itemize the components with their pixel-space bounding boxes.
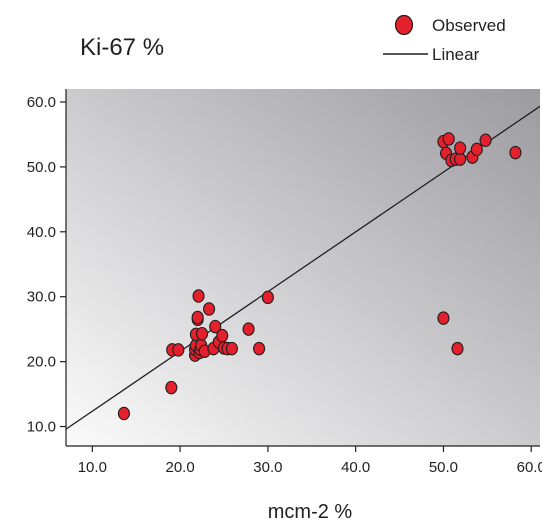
observed-point	[191, 310, 204, 325]
observed-point	[454, 141, 467, 155]
x-tick-label: 40.0	[341, 459, 370, 476]
x-tick-label: 50.0	[429, 459, 458, 476]
y-tick-label: 10.0	[27, 419, 56, 436]
observed-point	[165, 380, 178, 395]
chart-title: Ki-67 %	[80, 34, 164, 61]
observed-point	[509, 145, 522, 160]
x-tick-label: 30.0	[253, 459, 282, 476]
observed-point	[225, 341, 238, 356]
y-tick-label: 50.0	[27, 159, 56, 176]
x-tick-label: 20.0	[166, 459, 195, 476]
observed-point	[209, 319, 222, 334]
legend-observed-label: Observed	[432, 16, 506, 35]
observed-point	[437, 311, 450, 325]
x-axis: 10.0 20.0 30.0 40.0 50.0 60.0	[66, 445, 542, 476]
y-tick-label: 60.0	[27, 94, 56, 111]
legend-linear-label: Linear	[432, 45, 480, 64]
x-tick-label: 10.0	[78, 459, 107, 476]
observed-point	[479, 133, 492, 148]
observed-point	[192, 289, 205, 303]
observed-point	[242, 322, 255, 336]
observed-point	[203, 302, 216, 316]
y-tick-label: 30.0	[27, 289, 56, 306]
x-tick-label: 60.0	[517, 459, 542, 476]
y-tick-label: 20.0	[27, 354, 56, 371]
legend-observed-marker	[394, 14, 414, 36]
y-tick-label: 40.0	[27, 224, 56, 241]
observed-point	[216, 328, 229, 343]
x-axis-title: mcm-2 %	[268, 501, 353, 523]
observed-point	[253, 341, 266, 356]
observed-point	[451, 341, 464, 356]
y-axis: 10.0 20.0 30.0 40.0 50.0 60.0	[27, 89, 67, 446]
observed-point	[196, 326, 209, 341]
observed-point	[172, 343, 185, 357]
observed-point	[470, 142, 483, 157]
observed-point	[117, 406, 130, 421]
legend: Observed Linear	[383, 14, 506, 64]
observed-point	[261, 290, 274, 305]
observed-point	[442, 132, 455, 146]
